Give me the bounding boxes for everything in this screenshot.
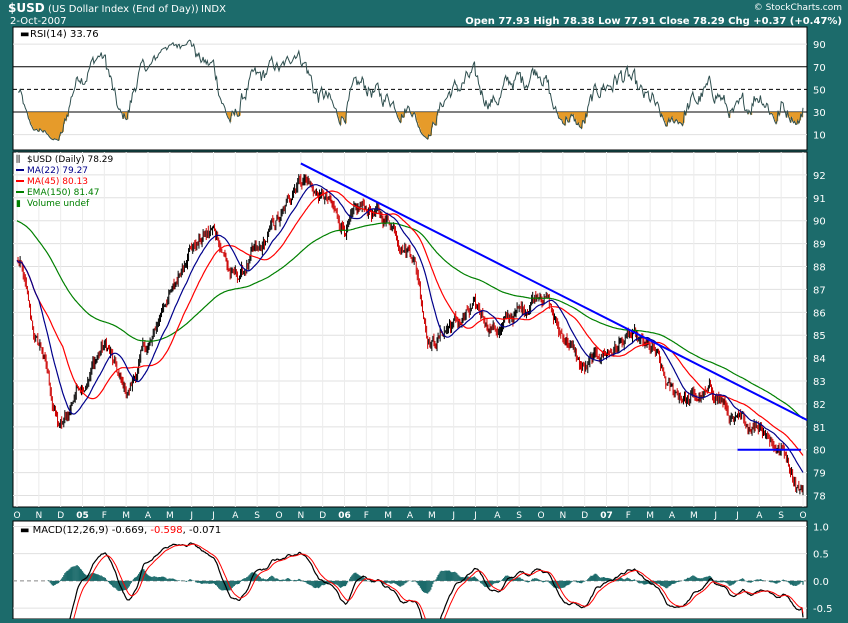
time-tick-label: N <box>297 511 304 521</box>
rsi-tick-label: 70 <box>813 63 826 74</box>
exchange-label: INDX <box>201 4 226 15</box>
time-tick-label: N <box>559 511 566 521</box>
rsi-tick-label: 50 <box>813 85 826 96</box>
symbol-label: $USD <box>8 1 45 15</box>
price-axis: 92 91 90 89 88 87 86 85 84 83 82 81 80 79 78 <box>813 171 826 503</box>
rsi-legend-dash: ▬ <box>20 29 29 40</box>
rsi-tick-label: 30 <box>813 108 826 119</box>
rsi-legend: RSI(14) 33.76 <box>30 29 99 40</box>
time-tick-label: F <box>102 511 107 521</box>
macd-legend-signal: -0.598 <box>150 525 182 536</box>
time-tick-label: J <box>473 511 477 521</box>
time-tick-label: S <box>254 511 260 521</box>
price-legend-item: MA(45) 80.13 <box>27 177 88 187</box>
macd-legend-hist: -0.071 <box>189 525 221 536</box>
time-tick-label: J <box>735 511 739 521</box>
macd-histogram <box>47 565 804 594</box>
time-tick-label: A <box>669 511 676 521</box>
time-tick-label: S <box>778 511 784 521</box>
price-tick-label: 87 <box>813 285 826 296</box>
time-tick-label: F <box>626 511 631 521</box>
macd-line <box>68 542 804 623</box>
description-label: (US Dollar Index (End of Day)) <box>48 4 199 15</box>
rsi-grid <box>13 43 807 136</box>
price-tick-label: 86 <box>813 308 826 319</box>
time-tick-label: 05 <box>76 511 89 521</box>
macd-panel <box>12 520 808 620</box>
time-tick-label: F <box>364 511 369 521</box>
price-legend-item: EMA(150) 81.47 <box>27 188 99 198</box>
price-tick-label: 78 <box>813 492 826 503</box>
price-grid <box>13 152 807 507</box>
time-tick-label: S <box>516 511 522 521</box>
price-tick-label: 83 <box>813 377 826 388</box>
time-tick-label: O <box>537 511 544 521</box>
time-tick-label: J <box>189 511 193 521</box>
candle-icon: ⫼ <box>16 154 20 165</box>
time-tick-label: D <box>319 511 326 521</box>
price-tick-label: 81 <box>813 423 826 434</box>
time-axis: O N D 05 F M A M J J A S O N D 06 F M A M J J A S O N D 07 F M A M J J A S O <box>13 511 806 521</box>
downtrend-line <box>300 162 808 421</box>
time-tick-label: M <box>646 511 654 521</box>
time-tick-label: O <box>13 511 20 521</box>
time-tick-label: O <box>799 511 806 521</box>
time-tick-label: A <box>232 511 239 521</box>
date-label: 2-Oct-2007 <box>10 16 67 27</box>
time-tick-label: 07 <box>600 511 613 521</box>
macd-tick-label: -0.5 <box>813 604 833 615</box>
time-tick-label: M <box>166 511 174 521</box>
rsi-panel <box>12 26 808 151</box>
time-tick-label: D <box>57 511 64 521</box>
price-tick-label: 92 <box>813 171 826 182</box>
macd-legend-prefix: MACD(12,26,9) <box>33 525 109 536</box>
price-legend-item: $USD (Daily) 78.29 <box>27 155 114 165</box>
rsi-tick-label: 10 <box>813 131 826 142</box>
time-tick-label: O <box>275 511 282 521</box>
time-tick-label: A <box>494 511 501 521</box>
price-tick-label: 82 <box>813 400 826 411</box>
macd-tick-label: 0.0 <box>813 577 829 588</box>
time-tick-label: D <box>581 511 588 521</box>
price-tick-label: 90 <box>813 217 826 228</box>
volume-icon: ▮ <box>16 199 21 209</box>
price-tick-label: 79 <box>813 469 826 480</box>
rsi-line <box>17 39 804 142</box>
time-tick-label: N <box>35 511 42 521</box>
price-tick-label: 80 <box>813 446 826 457</box>
time-tick-label: J <box>713 511 717 521</box>
price-tick-label: 85 <box>813 331 826 342</box>
price-tick-label: 84 <box>813 354 826 365</box>
price-legend-item: MA(22) 79.27 <box>27 166 88 176</box>
quote-line: Open 77.93 High 78.38 Low 77.91 Close 78… <box>465 16 842 27</box>
price-legend-item: Volume undef <box>27 199 90 209</box>
ema150-line <box>16 220 804 420</box>
rsi-tick-label: 90 <box>813 40 826 51</box>
macd-tick-label: 1.0 <box>813 522 829 533</box>
price-tick-label: 88 <box>813 263 826 274</box>
watermark: © StockCharts.com <box>754 3 842 13</box>
time-tick-label: M <box>428 511 436 521</box>
time-tick-label: J <box>211 511 215 521</box>
ma22-line <box>16 184 804 473</box>
time-tick-label: A <box>756 511 763 521</box>
time-tick-label: A <box>145 511 152 521</box>
macd-tick-label: 0.5 <box>813 550 829 561</box>
price-tick-label: 91 <box>813 194 826 205</box>
time-tick-label: 06 <box>338 511 351 521</box>
macd-legend-macd: -0.669 <box>112 525 144 536</box>
macd-axis: 1.0 0.5 0.0 -0.5 <box>813 522 833 615</box>
time-tick-label: M <box>690 511 698 521</box>
macd-legend: ▬ MACD(12,26,9) -0.669, -0.598, -0.071 <box>20 525 221 536</box>
time-tick-label: J <box>451 511 455 521</box>
rsi-axis: 90 70 50 30 10 <box>813 40 826 142</box>
time-tick-label: M <box>384 511 392 521</box>
time-tick-label: M <box>122 511 130 521</box>
time-tick-label: A <box>407 511 414 521</box>
price-tick-label: 89 <box>813 240 826 251</box>
